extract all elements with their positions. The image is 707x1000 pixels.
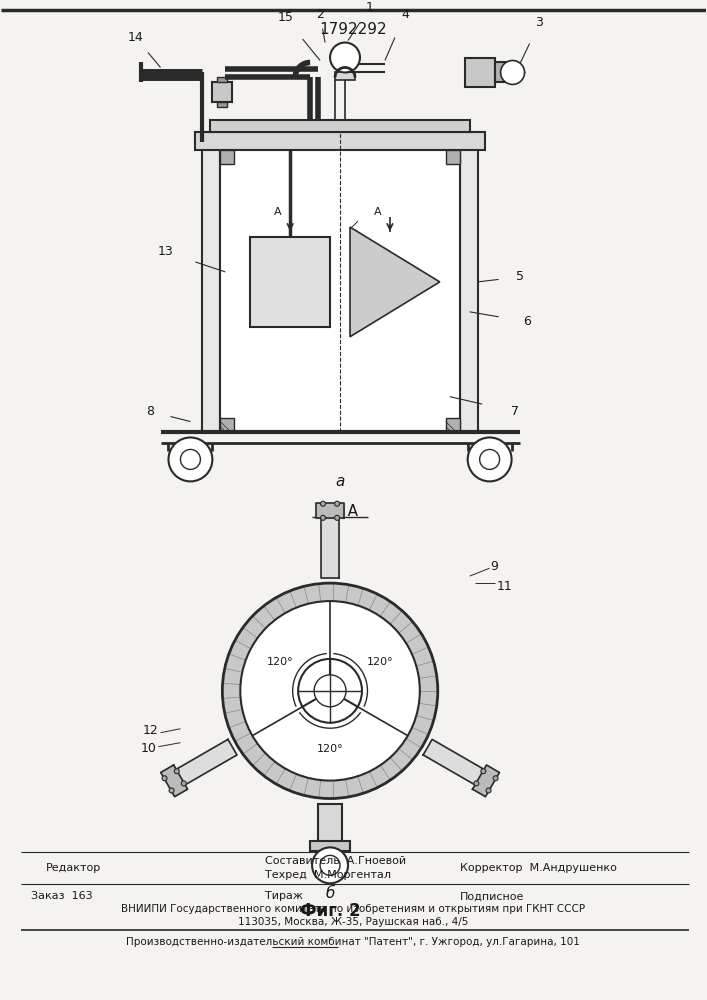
Text: б: б: [325, 886, 334, 901]
Bar: [217, 102, 228, 107]
Bar: [221, 132, 460, 432]
Text: 120°: 120°: [317, 744, 344, 754]
Bar: [211, 120, 469, 132]
Circle shape: [181, 781, 186, 786]
Bar: [318, 804, 342, 843]
Text: Составитель  А.Гноевой: Составитель А.Гноевой: [265, 856, 407, 866]
Polygon shape: [223, 583, 438, 799]
Polygon shape: [350, 227, 440, 337]
Text: 11: 11: [497, 580, 513, 593]
Bar: [310, 841, 350, 851]
Text: 3: 3: [536, 16, 544, 29]
Text: 7: 7: [510, 405, 518, 418]
Text: Производственно-издательский комбинат "Патент", г. Ужгород, ул.Гагарина, 101: Производственно-издательский комбинат "П…: [126, 937, 580, 947]
Text: 10: 10: [141, 742, 156, 755]
Polygon shape: [316, 503, 344, 518]
Circle shape: [334, 515, 339, 520]
Circle shape: [320, 855, 340, 875]
Bar: [445, 150, 460, 164]
Circle shape: [481, 769, 486, 774]
Text: а: а: [335, 474, 345, 489]
Bar: [212, 82, 233, 102]
Circle shape: [314, 675, 346, 707]
Text: 8: 8: [146, 405, 155, 418]
Circle shape: [468, 437, 512, 481]
Text: 15: 15: [277, 11, 293, 24]
Text: Техред  М.Моргентал: Техред М.Моргентал: [265, 870, 391, 880]
Text: 5: 5: [515, 270, 524, 283]
Circle shape: [162, 776, 167, 781]
Text: 120°: 120°: [267, 657, 293, 667]
Text: Корректор  М.Андрушенко: Корректор М.Андрушенко: [460, 863, 617, 873]
Circle shape: [493, 776, 498, 781]
Bar: [202, 132, 221, 432]
Text: Заказ  163: Заказ 163: [31, 891, 93, 901]
Text: Редактор: Редактор: [46, 863, 101, 873]
Circle shape: [501, 60, 525, 84]
Polygon shape: [240, 601, 420, 781]
Text: 1: 1: [366, 1, 374, 14]
Circle shape: [240, 601, 420, 781]
Text: 4: 4: [401, 8, 409, 21]
Text: 113035, Москва, Ж-35, Раушская наб., 4/5: 113035, Москва, Ж-35, Раушская наб., 4/5: [238, 917, 468, 927]
Text: А: А: [374, 207, 382, 217]
Circle shape: [312, 847, 348, 883]
Text: Фиг. 2: Фиг. 2: [300, 902, 361, 920]
Polygon shape: [160, 765, 187, 797]
Polygon shape: [472, 765, 499, 797]
Text: А: А: [274, 207, 282, 217]
Text: 13: 13: [158, 245, 173, 258]
Text: ВНИИПИ Государственного комитета по изобретениям и открытиям при ГКНТ СССР: ВНИИПИ Государственного комитета по изоб…: [121, 904, 585, 914]
Circle shape: [168, 437, 212, 481]
Polygon shape: [321, 513, 339, 578]
Polygon shape: [423, 739, 489, 787]
Text: 2: 2: [316, 8, 324, 21]
Text: А - А: А - А: [322, 504, 358, 519]
Bar: [221, 418, 234, 432]
Text: Подписное: Подписное: [460, 891, 524, 901]
Bar: [445, 418, 460, 432]
Text: 6: 6: [524, 315, 532, 328]
Text: Тираж: Тираж: [265, 891, 303, 901]
Bar: [195, 132, 485, 150]
Circle shape: [474, 781, 479, 786]
Circle shape: [320, 501, 325, 506]
Text: 14: 14: [128, 31, 144, 44]
Circle shape: [169, 788, 174, 793]
Bar: [460, 132, 478, 432]
Circle shape: [180, 449, 200, 469]
Text: 1792292: 1792292: [319, 22, 387, 37]
Circle shape: [174, 769, 180, 774]
Circle shape: [334, 501, 339, 506]
Bar: [221, 150, 234, 164]
Bar: [250, 237, 330, 327]
Circle shape: [486, 788, 491, 793]
Text: 12: 12: [143, 724, 158, 737]
Text: 9: 9: [491, 560, 498, 573]
Circle shape: [479, 449, 500, 469]
Circle shape: [298, 659, 362, 723]
Polygon shape: [172, 739, 237, 787]
Bar: [495, 62, 513, 82]
Circle shape: [330, 43, 360, 72]
Circle shape: [320, 515, 325, 520]
Text: 120°: 120°: [367, 657, 394, 667]
Bar: [217, 77, 228, 82]
Bar: [335, 72, 355, 80]
Bar: [464, 58, 495, 87]
